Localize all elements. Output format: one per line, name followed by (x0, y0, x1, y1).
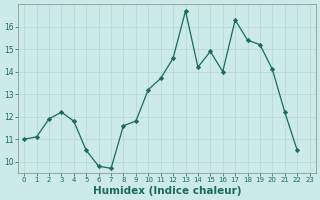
X-axis label: Humidex (Indice chaleur): Humidex (Indice chaleur) (93, 186, 241, 196)
